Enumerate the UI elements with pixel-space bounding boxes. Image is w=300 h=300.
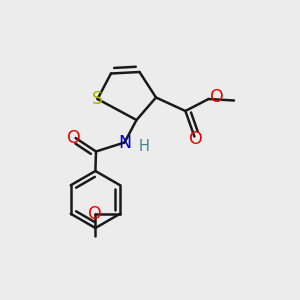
Text: O: O (67, 129, 81, 147)
Text: O: O (88, 205, 101, 223)
Text: S: S (92, 90, 103, 108)
Text: O: O (189, 130, 203, 148)
Text: H: H (139, 139, 149, 154)
Text: N: N (118, 134, 131, 152)
Text: O: O (210, 88, 224, 106)
